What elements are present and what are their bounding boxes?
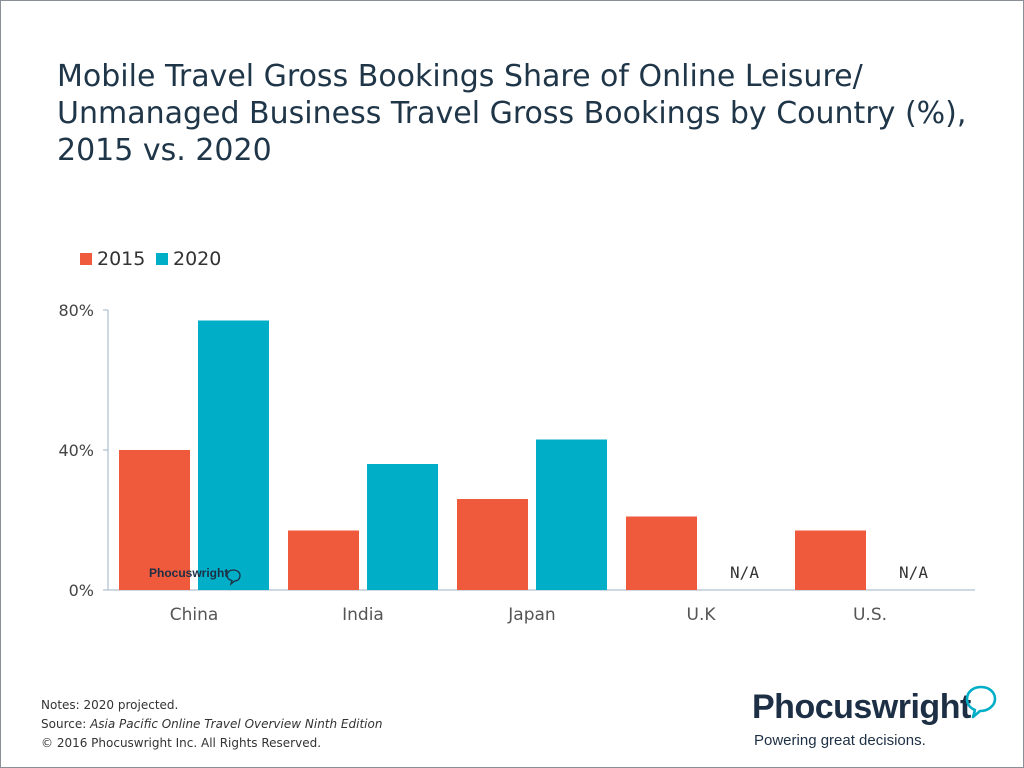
source-title: Asia Pacific Online Travel Overview Nint… (90, 717, 383, 731)
chart-title: Mobile Travel Gross Bookings Share of On… (57, 58, 997, 169)
bar-2020-india (367, 464, 438, 590)
legend-swatch-2020 (156, 253, 168, 265)
x-category-label: China (170, 605, 219, 625)
x-category-label: U.K (687, 605, 717, 625)
x-category-label: India (342, 605, 384, 625)
footnotes: Notes: 2020 projected. Source: Asia Paci… (41, 696, 382, 753)
legend-label-2015: 2015 (97, 248, 146, 270)
watermark-bubble-icon (226, 569, 241, 586)
watermark-text: Phocuswright (149, 566, 228, 580)
title-line-1: Mobile Travel Gross Bookings Share of On… (57, 59, 863, 94)
source-line: Source: Asia Pacific Online Travel Overv… (41, 715, 382, 734)
title-line-2: Unmanaged Business Travel Gross Bookings… (57, 96, 967, 131)
x-category-label: U.S. (853, 605, 887, 625)
y-tick-label: 40% (58, 441, 94, 460)
bar-2020-china (198, 320, 269, 590)
bar-2015-india (288, 530, 359, 590)
legend-swatch-2015 (80, 253, 92, 265)
bar-2020-japan (536, 439, 607, 590)
bar-2015-china (119, 450, 190, 590)
y-tick-label: 80% (58, 301, 94, 320)
copyright-line: © 2016 Phocuswright Inc. All Rights Rese… (41, 736, 322, 750)
bar-2015-us (795, 530, 866, 590)
speech-bubble-icon (965, 685, 997, 719)
bar-missing-label: N/A (899, 563, 928, 582)
bar-2015-japan (457, 499, 528, 590)
brand-name: Phocuswright (752, 688, 971, 726)
bar-2015-uk (626, 516, 697, 590)
source-prefix: Source: (41, 717, 91, 731)
notes-line: Notes: 2020 projected. (41, 698, 179, 712)
x-category-label: Japan (507, 605, 555, 625)
legend-label-2020: 2020 (173, 248, 222, 270)
brand-logo: Phocuswright Powering great decisions. (752, 685, 1002, 758)
y-tick-label: 0% (69, 581, 94, 600)
brand-tagline: Powering great decisions. (754, 732, 926, 749)
title-line-3: 2015 vs. 2020 (57, 133, 272, 168)
bar-missing-label: N/A (730, 563, 759, 582)
